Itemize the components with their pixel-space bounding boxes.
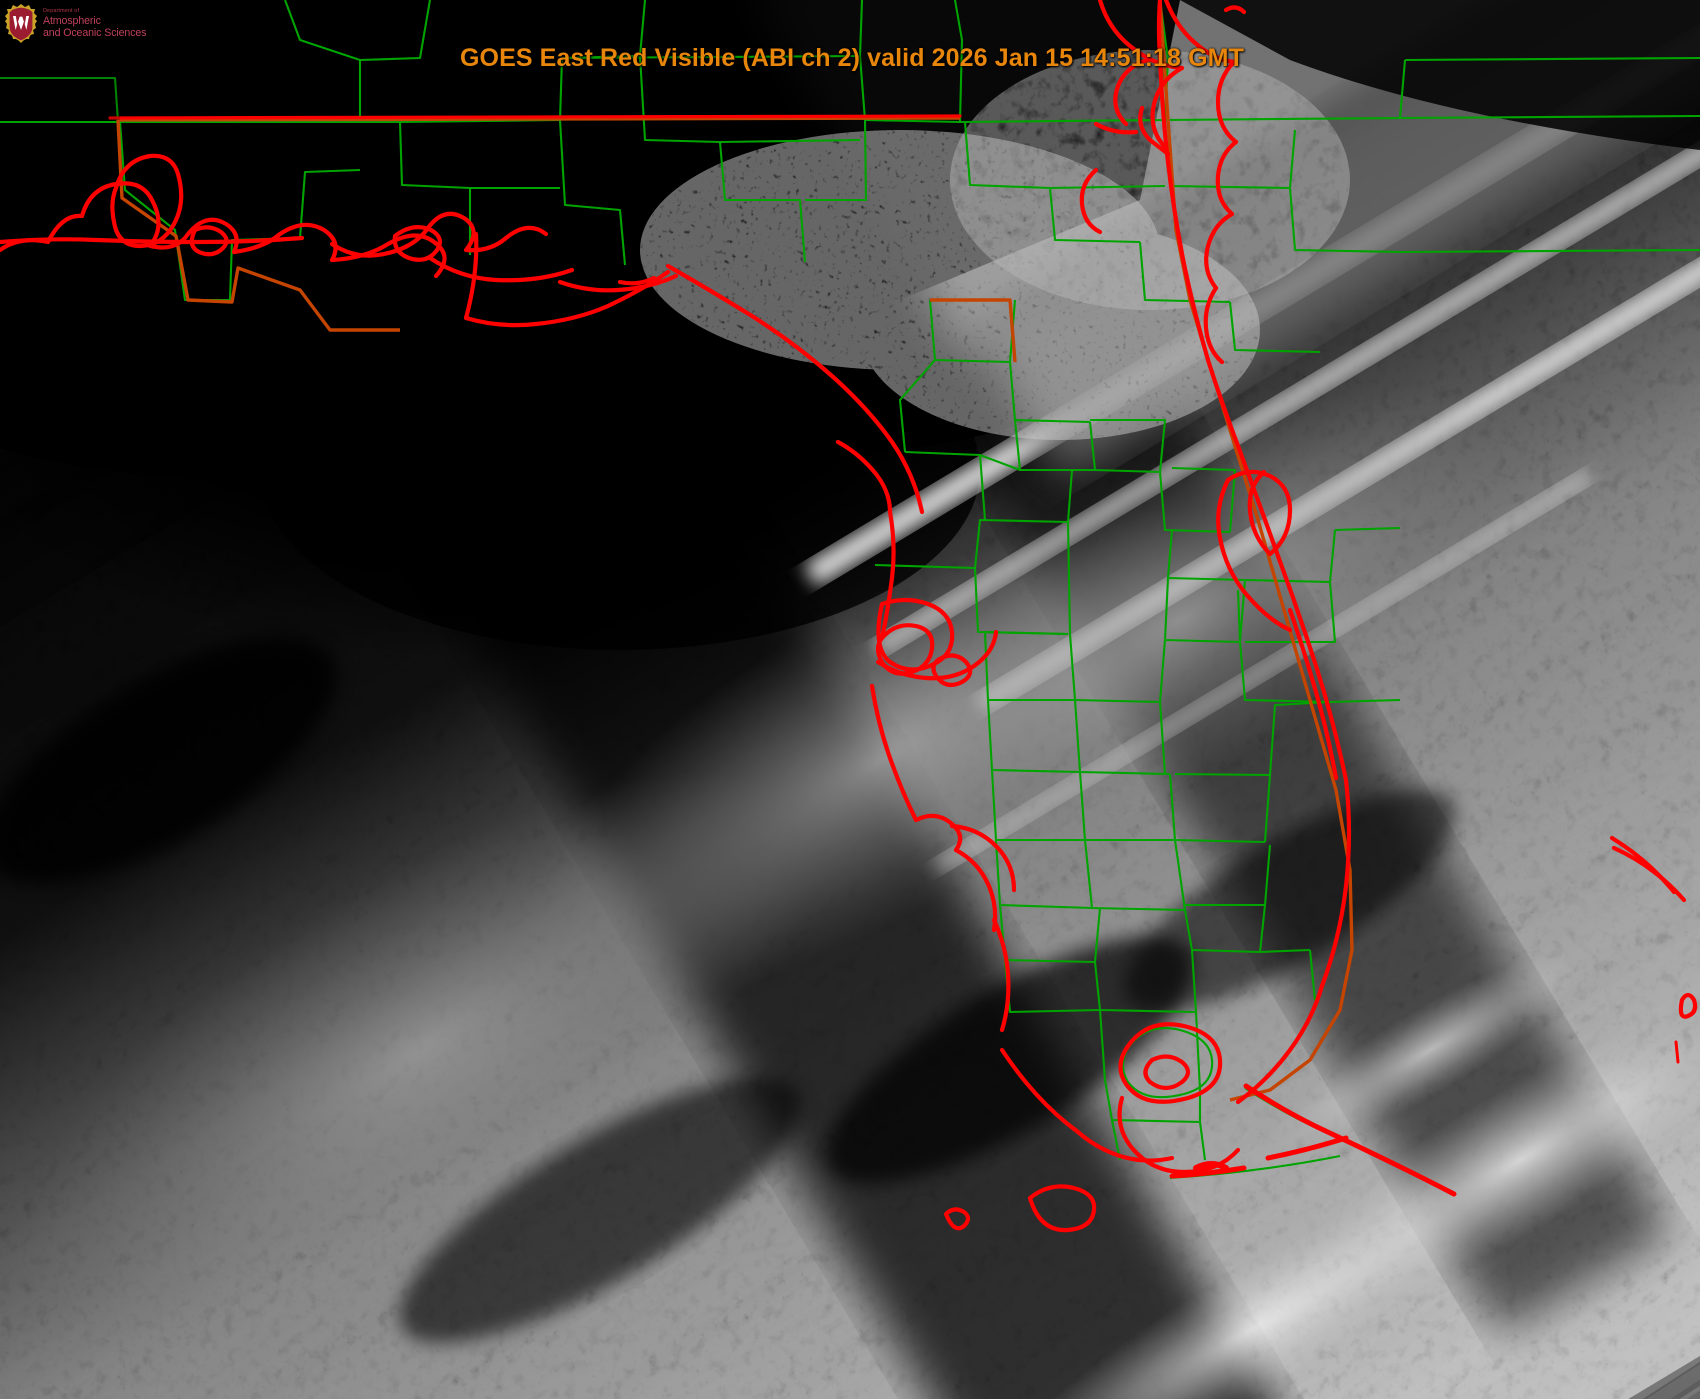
coastline-overlay — [0, 0, 1698, 1233]
uw-aos-logo: Department of Atmospheric and Oceanic Sc… — [0, 0, 149, 47]
logo-name-line-1: Atmospheric — [43, 15, 101, 28]
logo-department-line: Department of — [43, 7, 80, 14]
uw-aos-logo-text: Department of Atmospheric and Oceanic Sc… — [43, 7, 147, 39]
logo-name-line-2: and Oceanic Sciences — [43, 26, 147, 39]
product-title: GOES East Red Visible (ABI ch 2) valid 2… — [460, 44, 1244, 72]
uw-crest-icon — [4, 3, 38, 45]
